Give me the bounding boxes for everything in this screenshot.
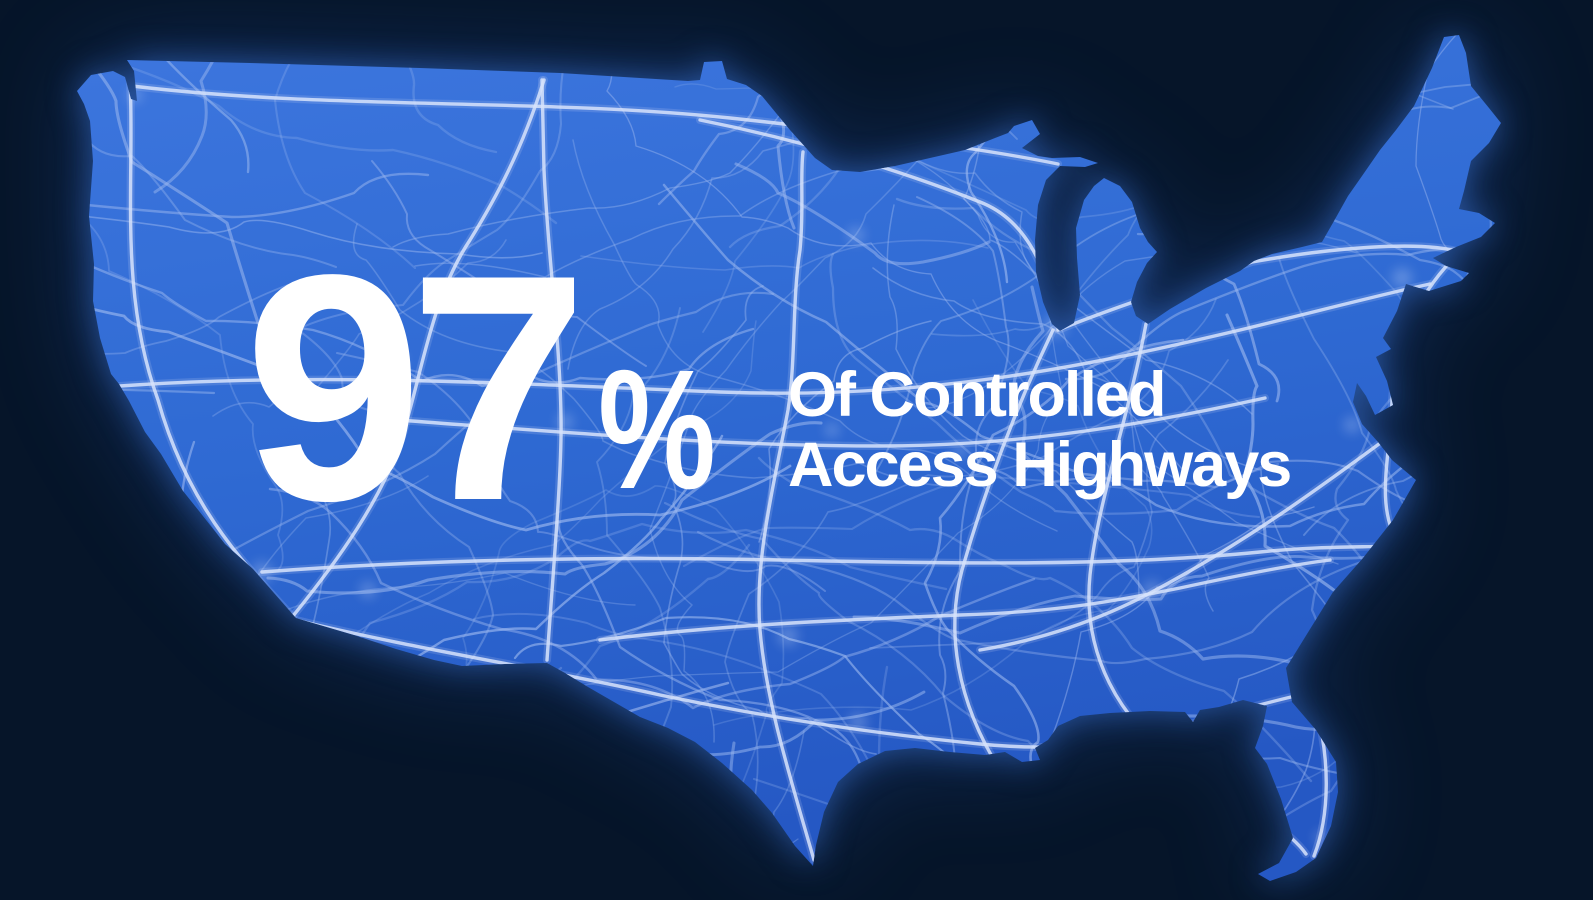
minor-road — [77, 35, 250, 174]
minor-road — [153, 35, 333, 194]
minor-road — [1171, 714, 1501, 881]
minor-road — [336, 352, 826, 592]
city-dot — [953, 443, 967, 457]
minor-road — [985, 459, 1424, 507]
minor-road — [886, 204, 1140, 599]
minor-road — [83, 135, 338, 269]
minor-road — [572, 139, 1058, 532]
minor-road — [77, 96, 284, 570]
route-i5 — [128, 78, 294, 618]
minor-road — [809, 35, 1018, 140]
minor-road — [77, 727, 352, 798]
route-i40 — [260, 543, 1404, 574]
minor-road — [79, 260, 755, 388]
city-dot — [848, 227, 864, 243]
minor-road — [285, 759, 952, 881]
route-i90-west — [130, 84, 1060, 166]
minor-road — [77, 702, 491, 881]
minor-road — [1415, 35, 1501, 263]
minor-road — [757, 456, 1313, 783]
minor-road — [268, 487, 1036, 710]
minor-road — [658, 730, 805, 881]
minor-road — [869, 359, 1229, 649]
route-i55 — [953, 328, 1055, 772]
minor-road — [1064, 159, 1501, 381]
city-dot — [1143, 581, 1161, 599]
minor-road — [266, 421, 823, 595]
minor-road — [77, 35, 260, 325]
minor-road — [77, 664, 320, 864]
minor-road — [77, 387, 216, 458]
minor-road — [522, 838, 799, 881]
minor-road — [77, 268, 792, 532]
minor-road — [77, 622, 138, 762]
minor-road — [371, 160, 647, 367]
route-i20 — [598, 558, 1332, 642]
minor-road — [446, 196, 1064, 720]
minor-road — [77, 339, 96, 450]
route-i70 — [396, 396, 1267, 448]
minor-road — [295, 35, 498, 154]
route-i15 — [291, 78, 546, 618]
minor-road — [77, 210, 543, 264]
minor-road — [734, 162, 991, 266]
city-dot — [557, 414, 573, 430]
minor-road — [277, 35, 572, 341]
minor-road — [829, 252, 1280, 515]
minor-road — [1450, 35, 1501, 419]
minor-road — [77, 276, 318, 355]
city-dot — [778, 626, 798, 646]
minor-road — [77, 172, 430, 484]
minor-road — [1065, 312, 1214, 612]
city-dot — [849, 713, 867, 731]
interstate-routes — [118, 78, 1462, 862]
minor-road — [758, 320, 932, 543]
minor-road — [77, 681, 506, 881]
route-i35 — [757, 150, 816, 862]
minor-road — [649, 148, 929, 743]
minor-road — [212, 239, 507, 417]
minor-road — [0, 531, 73, 693]
minor-road — [713, 299, 1153, 726]
minor-road — [895, 197, 1387, 599]
city-dot — [391, 353, 405, 367]
minor-road — [473, 612, 872, 767]
city-dot — [1045, 315, 1067, 337]
minor-road — [724, 298, 1217, 809]
minor-road — [77, 359, 99, 675]
minor-road — [273, 35, 542, 270]
city-dot — [360, 582, 376, 598]
minor-road — [1183, 684, 1501, 812]
minor-road — [1322, 67, 1501, 156]
minor-road — [1011, 285, 1376, 671]
minor-road — [1303, 400, 1501, 536]
route-i80 — [118, 282, 1432, 395]
minor-road — [923, 338, 1185, 783]
city-dot — [128, 88, 142, 102]
minor-road — [458, 485, 785, 792]
minor-road — [392, 83, 803, 248]
city-dot — [1392, 268, 1412, 288]
minor-road — [752, 777, 1485, 881]
city-dot — [252, 562, 272, 582]
route-i85 — [978, 428, 1400, 652]
city-dot — [1344, 417, 1360, 433]
minor-road — [682, 474, 1261, 568]
city-dot — [1315, 831, 1329, 845]
city-dot — [825, 423, 839, 437]
minor-road — [211, 666, 563, 847]
